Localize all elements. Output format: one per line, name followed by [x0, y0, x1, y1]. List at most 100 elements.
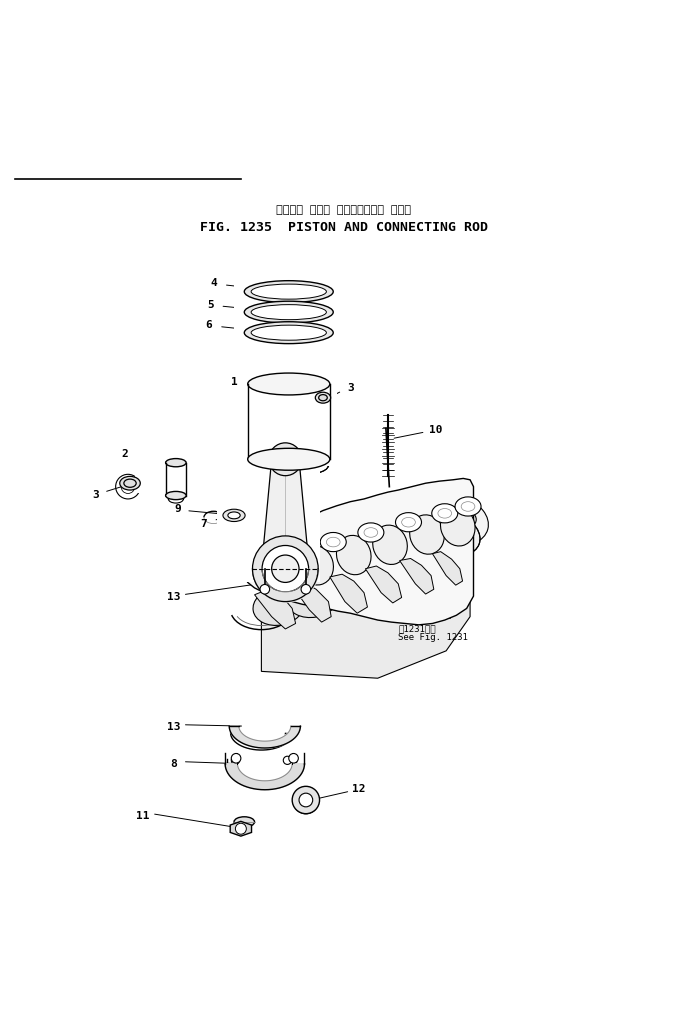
Circle shape: [289, 754, 298, 763]
Bar: [217, 445, 319, 583]
Polygon shape: [394, 530, 438, 568]
Text: 2: 2: [121, 449, 128, 460]
Ellipse shape: [245, 301, 333, 323]
Ellipse shape: [359, 528, 417, 575]
Polygon shape: [261, 460, 309, 568]
Ellipse shape: [166, 458, 186, 467]
Bar: [245, 374, 337, 466]
Ellipse shape: [285, 541, 330, 577]
Polygon shape: [349, 547, 394, 585]
Ellipse shape: [303, 527, 370, 583]
Text: Crankshaft: Crankshaft: [398, 612, 452, 621]
Polygon shape: [245, 478, 473, 625]
Bar: [227, 316, 515, 705]
Circle shape: [301, 585, 311, 594]
Ellipse shape: [166, 491, 186, 500]
Ellipse shape: [286, 578, 339, 618]
Ellipse shape: [394, 553, 441, 588]
Circle shape: [269, 443, 302, 476]
Ellipse shape: [120, 476, 140, 490]
Ellipse shape: [361, 521, 405, 556]
Text: 6: 6: [205, 320, 212, 330]
Text: ピストン および コネクティング ロッド: ピストン および コネクティング ロッド: [276, 205, 411, 215]
Ellipse shape: [440, 507, 475, 546]
Text: 10: 10: [429, 425, 442, 435]
Ellipse shape: [396, 513, 422, 531]
Bar: [234, 257, 347, 370]
Text: 11: 11: [136, 811, 150, 821]
Ellipse shape: [423, 515, 449, 535]
Ellipse shape: [234, 817, 255, 828]
Ellipse shape: [337, 542, 398, 589]
Text: See Fig. 1231: See Fig. 1231: [398, 632, 468, 641]
Ellipse shape: [337, 536, 371, 575]
Ellipse shape: [298, 554, 327, 577]
Circle shape: [253, 536, 318, 601]
Circle shape: [275, 449, 295, 470]
Ellipse shape: [358, 523, 384, 542]
Ellipse shape: [313, 555, 374, 603]
Text: 5: 5: [207, 299, 214, 309]
Polygon shape: [330, 575, 368, 614]
Ellipse shape: [282, 543, 308, 562]
Circle shape: [292, 786, 319, 814]
Ellipse shape: [398, 498, 466, 551]
Ellipse shape: [249, 551, 292, 585]
Text: 4: 4: [210, 279, 217, 289]
Ellipse shape: [325, 516, 396, 574]
Ellipse shape: [251, 284, 326, 299]
Ellipse shape: [405, 516, 460, 560]
Text: 8: 8: [170, 760, 177, 769]
Ellipse shape: [253, 587, 304, 625]
Ellipse shape: [425, 547, 470, 580]
Ellipse shape: [425, 497, 488, 546]
Ellipse shape: [251, 304, 326, 320]
Ellipse shape: [280, 539, 345, 591]
Ellipse shape: [261, 557, 296, 596]
Circle shape: [236, 823, 247, 834]
Ellipse shape: [249, 550, 274, 568]
Polygon shape: [255, 589, 295, 629]
Ellipse shape: [361, 533, 388, 553]
Ellipse shape: [329, 543, 358, 564]
Ellipse shape: [337, 522, 378, 553]
Polygon shape: [326, 555, 371, 593]
Ellipse shape: [373, 503, 444, 559]
Ellipse shape: [450, 510, 476, 529]
Ellipse shape: [403, 507, 441, 535]
Text: 1: 1: [231, 377, 238, 387]
Ellipse shape: [299, 546, 333, 585]
Text: 3: 3: [93, 489, 99, 500]
Ellipse shape: [409, 515, 444, 554]
Polygon shape: [432, 552, 462, 585]
Ellipse shape: [359, 560, 408, 597]
Polygon shape: [417, 522, 461, 560]
Ellipse shape: [320, 533, 346, 552]
Ellipse shape: [223, 509, 245, 521]
Circle shape: [260, 585, 269, 594]
Ellipse shape: [245, 322, 333, 343]
Ellipse shape: [348, 509, 421, 566]
Circle shape: [271, 555, 299, 583]
Text: 図1231参照: 図1231参照: [398, 624, 436, 633]
Circle shape: [262, 546, 308, 592]
Ellipse shape: [246, 407, 332, 420]
Ellipse shape: [251, 325, 326, 340]
Text: FIG. 1235  PISTON AND CONNECTING ROD: FIG. 1235 PISTON AND CONNECTING ROD: [199, 221, 488, 234]
Ellipse shape: [431, 506, 469, 537]
Polygon shape: [261, 501, 470, 678]
Ellipse shape: [323, 530, 368, 566]
Polygon shape: [365, 566, 402, 603]
Ellipse shape: [228, 512, 240, 519]
Ellipse shape: [398, 513, 440, 546]
Text: 12: 12: [352, 784, 365, 794]
Ellipse shape: [431, 504, 458, 523]
Polygon shape: [229, 726, 300, 748]
Ellipse shape: [426, 513, 480, 556]
Text: クランクシャフト: クランクシャフト: [398, 603, 441, 613]
Text: 3: 3: [347, 383, 354, 393]
Ellipse shape: [248, 373, 330, 395]
Bar: [135, 445, 193, 493]
Polygon shape: [225, 764, 304, 790]
Text: 7: 7: [201, 518, 207, 528]
